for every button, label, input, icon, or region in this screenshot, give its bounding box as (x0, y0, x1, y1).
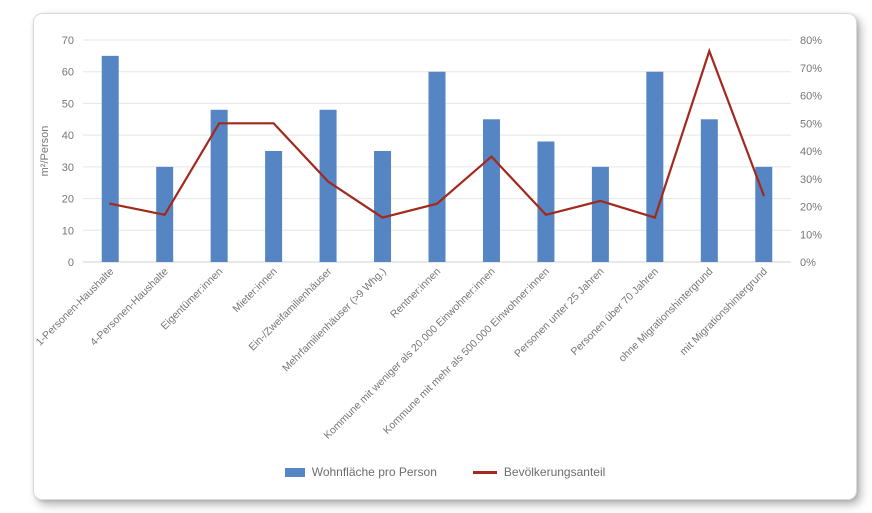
left-axis-title: m²/Person (39, 126, 51, 177)
bar-wohnflaeche (428, 71, 446, 262)
x-axis-category-label: mit Migrationshintergrund (678, 266, 770, 358)
x-axis-category-label: Personen über 70 Jahren (569, 266, 661, 358)
chart-legend: Wohnfläche pro Person Bevölkerungsanteil (34, 463, 856, 481)
combo-chart-svg: 0 10 20 30 40 50 60 70 0% 10% 20% 30% 40% 50% 60% 70% 80… (34, 35, 822, 442)
bar-wohnflaeche (537, 141, 555, 262)
chart-card: 0 10 20 30 40 50 60 70 0% 10% 20% 30% 40% 50% 60% 70% 80… (33, 13, 857, 500)
right-axis-tick-label: 80% (800, 35, 822, 47)
bar-wohnflaeche (646, 71, 664, 262)
bar-wohnflaeche (374, 151, 392, 262)
x-axis-category-label: Mehrfamilienhäuser (>9 Whg.) (280, 266, 389, 375)
bar-wohnflaeche (482, 119, 500, 263)
x-axis-category-label: ohne Migrationshintergrund (617, 266, 716, 365)
bar-wohnflaeche (319, 109, 337, 263)
left-axis-tick-label: 0 (68, 257, 74, 269)
right-axis-tick-label: 0% (800, 257, 816, 269)
bar-series-label: Wohnfläche pro Person (311, 465, 437, 479)
bar-series-swatch-icon (284, 467, 305, 477)
bar-wohnflaeche (700, 119, 718, 263)
right-axis-tick-label: 40% (800, 146, 822, 158)
line-series-swatch-icon (472, 470, 497, 474)
legend-item-line-series: Bevölkerungsanteil (472, 465, 606, 479)
left-axis-tick-label: 50 (62, 98, 74, 110)
bar-wohnflaeche (265, 151, 283, 262)
bar-wohnflaeche (101, 55, 119, 262)
left-axis-tick-label: 60 (62, 67, 74, 79)
x-axis-category-label: Mieter:innen (230, 266, 279, 315)
left-axis-tick-label: 40 (62, 130, 74, 142)
bar-wohnflaeche (591, 166, 609, 262)
right-axis-tick-label: 60% (800, 91, 822, 103)
bar-wohnflaeche (210, 109, 228, 263)
right-axis-tick-label: 50% (800, 118, 822, 130)
legend-item-bar-series: Wohnfläche pro Person (284, 465, 437, 479)
left-axis-tick-label: 30 (62, 162, 74, 174)
bar-wohnflaeche (755, 166, 773, 262)
left-axis-tick-label: 10 (62, 225, 74, 237)
left-axis-tick-label: 20 (62, 194, 74, 206)
line-series-label: Bevölkerungsanteil (503, 465, 606, 479)
x-axis-category-label: Personen unter 25 Jahren (512, 266, 606, 360)
right-axis-tick-label: 30% (800, 174, 822, 186)
left-axis-tick-label: 70 (62, 35, 74, 47)
right-axis-tick-label: 10% (800, 229, 822, 241)
right-axis-tick-label: 20% (800, 202, 822, 214)
line-bevoelkerungsanteil (109, 47, 765, 219)
x-axis-category-label: Rentner:innen (388, 266, 443, 321)
right-axis-tick-label: 70% (800, 63, 822, 75)
